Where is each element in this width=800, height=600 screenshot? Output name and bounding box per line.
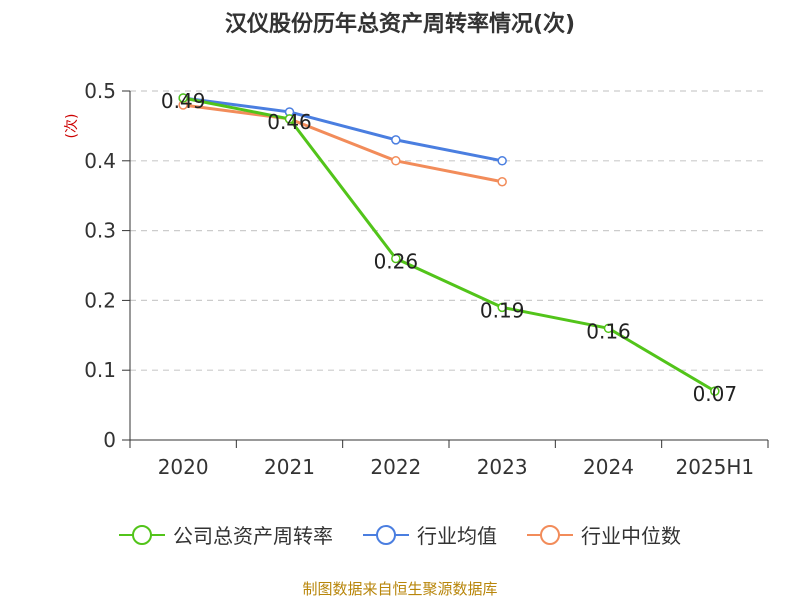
data-point	[497, 156, 507, 166]
data-point	[178, 93, 188, 103]
legend-label: 行业均值	[417, 524, 497, 548]
series-line	[182, 103, 503, 184]
data-point	[497, 302, 507, 313]
y-tick-label: 0	[103, 428, 116, 452]
y-tick-label: 0.5	[84, 79, 116, 103]
y-tick-label: 0.3	[84, 219, 116, 243]
legend-line-circle-icon	[119, 524, 165, 545]
x-tick-label: 2021	[264, 455, 315, 479]
series-2	[178, 100, 507, 187]
data-point	[603, 323, 614, 334]
data-label: 0.07	[693, 382, 738, 406]
data-point	[497, 176, 507, 187]
data-label: 0.26	[374, 250, 419, 274]
data-point	[391, 253, 401, 264]
legend-item-industry-mean[interactable]: 行业均值	[363, 520, 497, 549]
data-point	[710, 386, 720, 396]
data-point	[391, 135, 401, 145]
series-line	[182, 96, 716, 393]
data-point	[391, 156, 401, 166]
legend-item-industry-median[interactable]: 行业中位数	[527, 520, 681, 549]
series-0	[178, 93, 720, 396]
legend-item-company[interactable]: 公司总资产周转率	[119, 520, 333, 549]
x-axis: 2020 2021 2022 2023 2024 2025H1	[129, 439, 769, 479]
y-axis-label: (次)	[64, 114, 80, 139]
grid-lines	[130, 90, 768, 371]
data-point	[284, 114, 295, 124]
y-tick-label: 0.1	[84, 358, 116, 382]
legend-label: 行业中位数	[581, 524, 681, 548]
data-label: 0.16	[586, 319, 631, 343]
data-labels: 0.49 0.46 0.26 0.19 0.16 0.07	[161, 89, 737, 406]
data-source-note: 制图数据来自恒生聚源数据库	[302, 580, 498, 598]
y-tick-label: 0.4	[84, 149, 116, 173]
x-tick-label: 2022	[370, 455, 421, 479]
legend-label: 公司总资产周转率	[173, 524, 333, 548]
series-1	[178, 93, 507, 166]
line-chart: 00.10.20.30.40.5 2020 2021 2022 2023 2024 202…	[64, 79, 769, 479]
y-axis: 0 0.1 0.2 0.3 0.4 0.5	[84, 79, 131, 452]
x-tick-label: 2025H1	[675, 455, 754, 479]
data-label: 0.19	[480, 298, 525, 322]
data-label: 0.49	[161, 89, 206, 113]
legend-line-circle-icon	[527, 524, 573, 545]
chart-title: 汉仪股份历年总资产周转率情况(次)	[224, 12, 576, 37]
series-group	[178, 93, 720, 396]
data-label: 0.46	[267, 110, 312, 134]
legend-line-circle-icon	[363, 524, 409, 545]
series-line	[182, 96, 503, 163]
x-tick-label: 2020	[158, 455, 209, 479]
x-tick-label: 2023	[477, 455, 528, 479]
y-tick-label: 0.2	[84, 288, 116, 312]
x-tick-label: 2024	[583, 455, 634, 479]
legend: 公司总资产周转率 行业均值 行业中位数	[0, 520, 800, 549]
